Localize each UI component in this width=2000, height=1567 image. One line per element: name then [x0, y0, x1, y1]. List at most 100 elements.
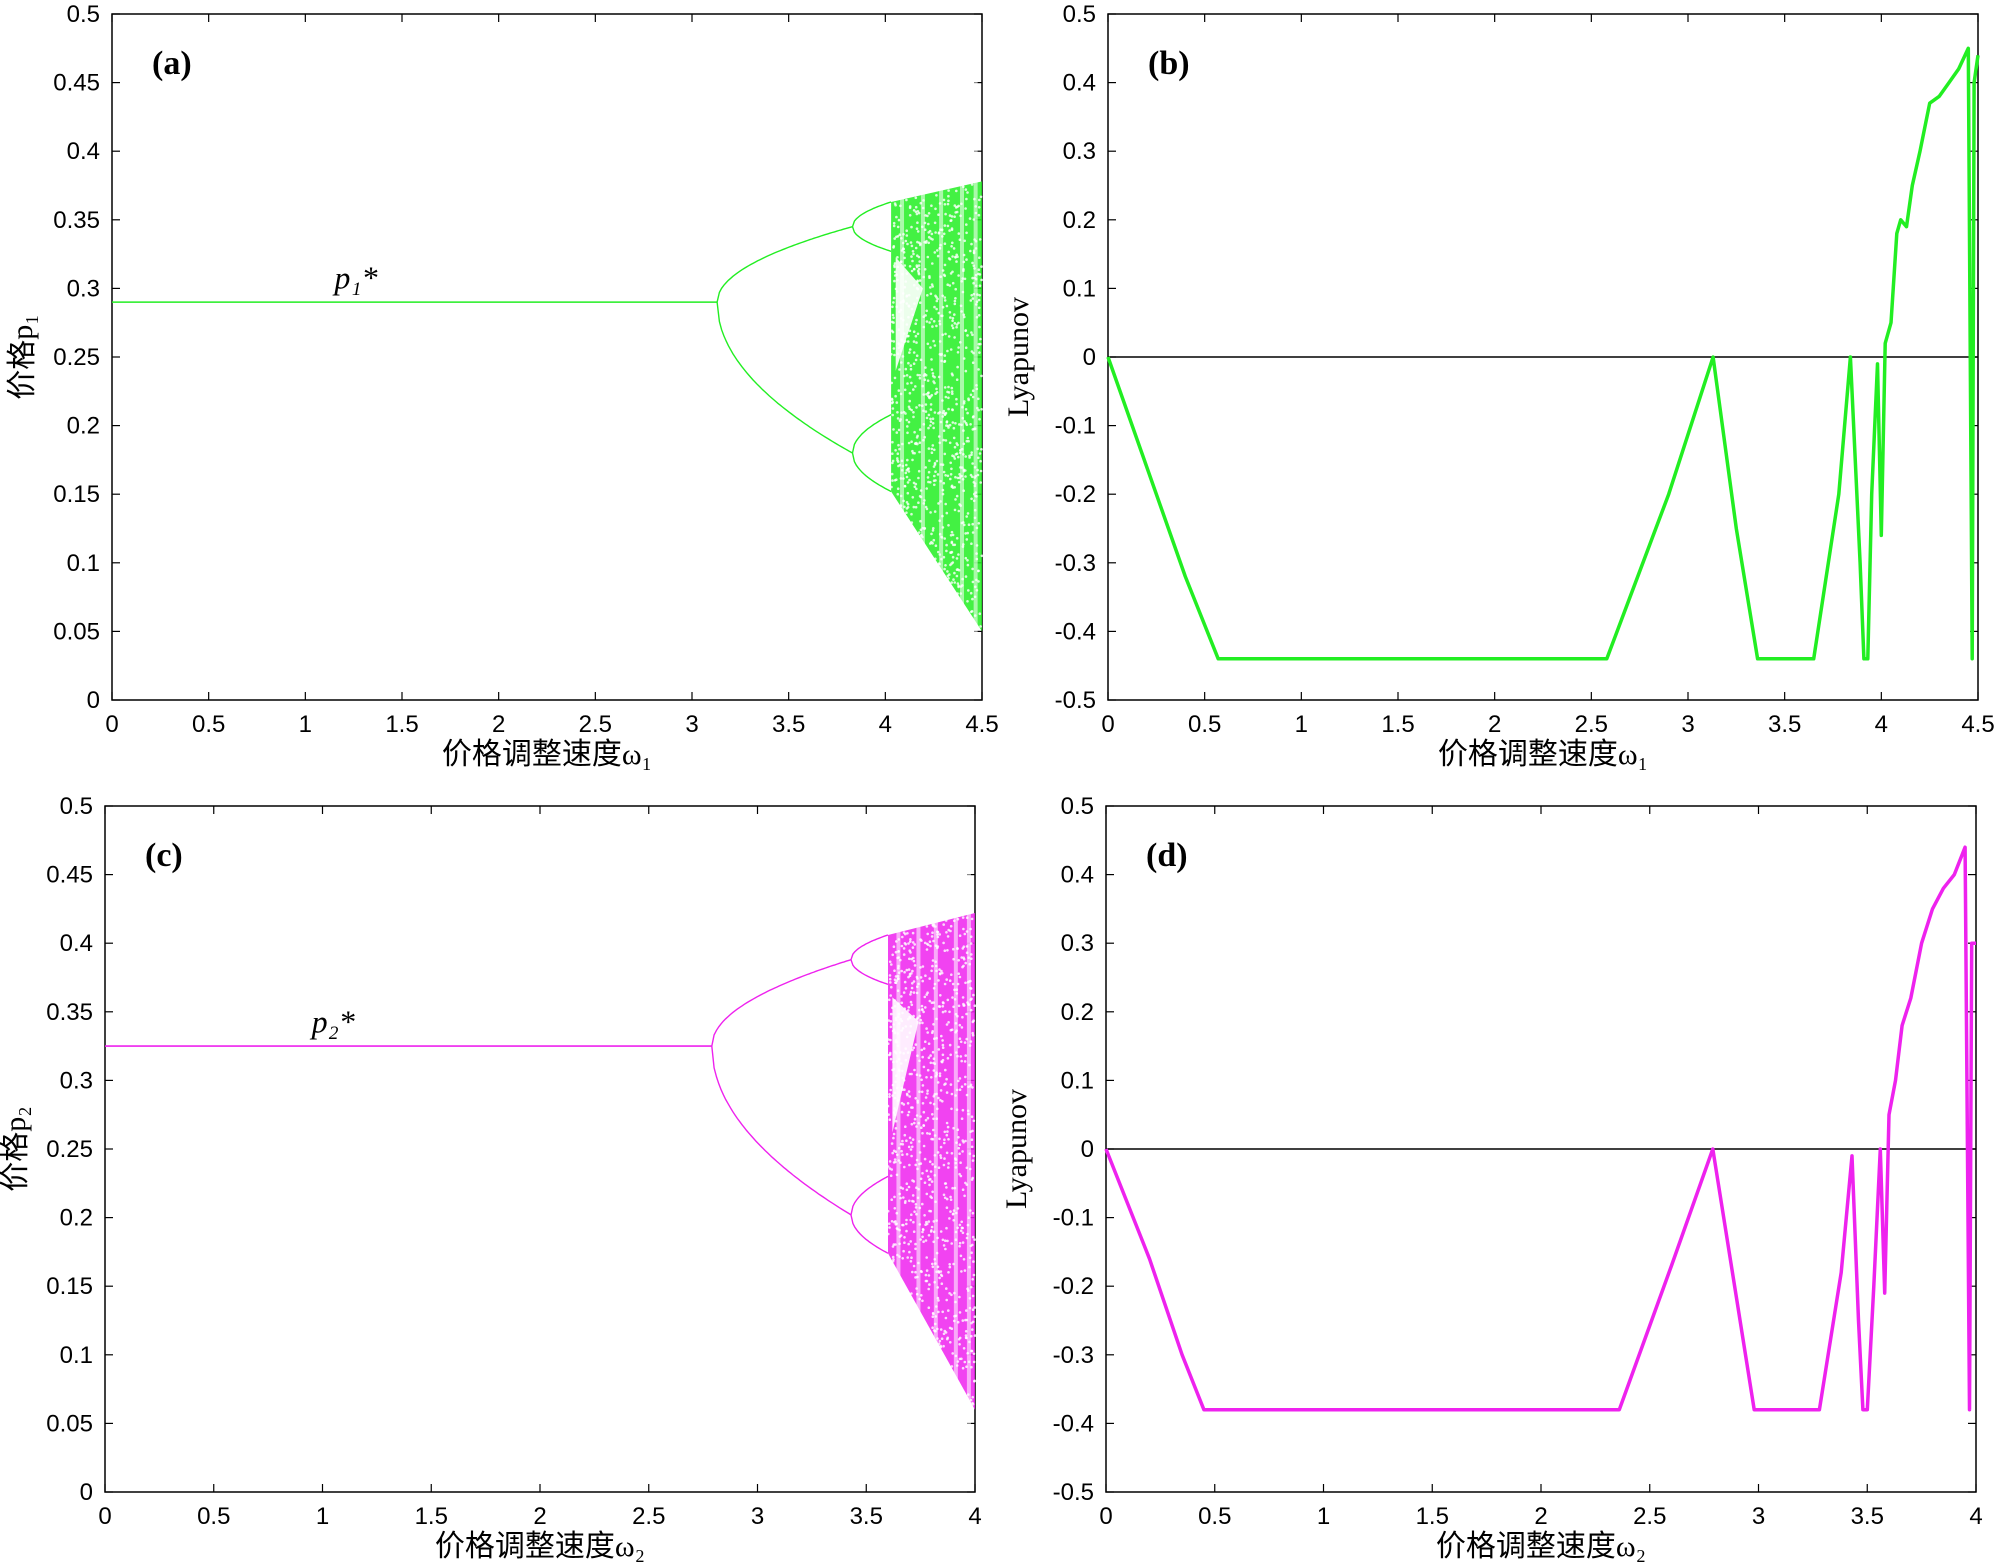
chaos-speckle — [905, 468, 909, 472]
chaos-speckle — [959, 1174, 963, 1178]
chaos-speckle — [955, 574, 959, 578]
chaos-speckle — [897, 1002, 900, 1005]
chaos-speckle — [956, 1128, 960, 1131]
chaos-speckle — [904, 367, 908, 371]
chaos-speckle — [959, 304, 963, 308]
chaos-speckle — [899, 301, 902, 304]
chaos-speckle — [953, 571, 956, 575]
chaos-speckle — [906, 481, 910, 484]
chaos-speckle — [891, 440, 894, 444]
chaos-speckle — [904, 239, 908, 243]
chaos-speckle — [950, 541, 954, 545]
chaos-speckle — [950, 219, 953, 222]
chaos-speckle — [907, 1090, 911, 1093]
x-tick-label: 0.5 — [1188, 711, 1221, 738]
chaos-speckle — [938, 246, 942, 250]
chaos-speckle — [903, 285, 907, 289]
chaos-speckle — [928, 1183, 931, 1187]
chaos-speckle — [923, 435, 926, 439]
chaos-speckle — [950, 581, 953, 584]
chaos-speckle — [958, 476, 961, 480]
chaos-speckle — [929, 1101, 932, 1105]
chaos-speckle — [969, 591, 973, 595]
chaos-speckle — [957, 1146, 960, 1150]
chaos-speckle — [908, 949, 911, 952]
chaos-speckle — [956, 917, 960, 921]
chaos-speckle — [951, 373, 954, 377]
chaos-speckle — [964, 455, 967, 458]
chaos-speckle — [968, 1256, 972, 1259]
chaos-speckle — [962, 1258, 966, 1261]
chaos-speckle — [943, 1130, 947, 1134]
chaos-speckle — [950, 227, 954, 230]
chaos-speckle — [957, 959, 960, 962]
chaos-speckle — [931, 1262, 934, 1266]
panel-c-bifurcation-p2: 0 0.5 1 1.5 2 2.5 3 3.5 400.050.10.150.20.250.30… — [0, 793, 982, 1563]
chaos-speckle — [936, 1337, 939, 1340]
chaos-speckle — [922, 325, 926, 329]
chaos-speckle — [971, 597, 974, 601]
chaos-speckle — [887, 1019, 890, 1022]
chaos-speckle — [899, 504, 902, 508]
chaos-speckle — [973, 595, 977, 599]
chaos-speckle — [896, 411, 899, 414]
chaos-speckle — [918, 1059, 921, 1063]
chaos-speckle — [914, 505, 918, 509]
chaos-speckle — [890, 329, 894, 333]
y-tick-label: 0.25 — [46, 1136, 93, 1163]
chaos-speckle — [936, 473, 940, 476]
chaos-speckle — [897, 1159, 900, 1162]
chaos-speckle — [913, 1068, 916, 1072]
chaos-speckle — [925, 416, 929, 420]
chaos-speckle — [930, 232, 934, 236]
chaos-speckle — [956, 1207, 960, 1210]
chaos-speckle — [891, 1068, 894, 1072]
chaos-speckle — [892, 1023, 895, 1026]
chaos-speckle — [918, 376, 922, 380]
chaos-speckle — [967, 1112, 970, 1116]
chaos-speckle — [975, 300, 979, 304]
chaos-speckle — [955, 992, 959, 995]
chaos-speckle — [925, 948, 929, 951]
chaos-speckle — [930, 935, 934, 938]
chaos-speckle — [924, 403, 928, 406]
x-tick-label: 0 — [105, 711, 118, 738]
chaos-speckle — [886, 1104, 890, 1108]
chaos-speckle — [906, 1017, 910, 1021]
chaos-speckle — [949, 348, 953, 351]
chaos-speckle — [891, 400, 894, 404]
chaos-speckle — [919, 201, 923, 205]
chaos-speckle — [911, 1194, 915, 1197]
chaos-speckle — [970, 294, 973, 297]
x-tick-label: 2 — [1488, 711, 1501, 738]
chaos-speckle — [939, 1098, 942, 1102]
chaos-speckle — [934, 964, 938, 968]
chaos-speckle — [891, 413, 894, 417]
chaos-speckle — [938, 968, 941, 971]
chaos-speckle — [889, 981, 892, 984]
chaos-speckle — [926, 342, 930, 346]
x-tick-label: 1 — [299, 711, 312, 738]
chaos-speckle — [896, 1253, 899, 1257]
chaos-speckle — [958, 1143, 962, 1146]
chaos-speckle — [893, 270, 897, 274]
chaos-speckle — [896, 460, 900, 463]
chaos-speckle — [896, 1099, 900, 1102]
chaos-speckle — [964, 469, 967, 472]
chaos-speckle — [896, 352, 900, 356]
chaos-speckle — [913, 267, 916, 271]
chaos-speckle — [962, 442, 966, 446]
chaos-speckle — [939, 275, 942, 279]
chaos-speckle — [937, 550, 940, 554]
chaos-speckle — [906, 932, 909, 935]
chaos-speckle — [957, 455, 960, 459]
chaos-speckle — [946, 349, 949, 353]
chaos-speckle — [939, 1145, 943, 1149]
chaos-speckle — [944, 1068, 947, 1072]
chaos-speckle — [955, 452, 959, 456]
chaos-speckle — [930, 1076, 933, 1079]
chaos-speckle — [951, 982, 955, 986]
chaos-speckle — [938, 1276, 941, 1280]
chaos-speckle — [943, 1141, 946, 1145]
chaos-speckle — [964, 188, 968, 191]
